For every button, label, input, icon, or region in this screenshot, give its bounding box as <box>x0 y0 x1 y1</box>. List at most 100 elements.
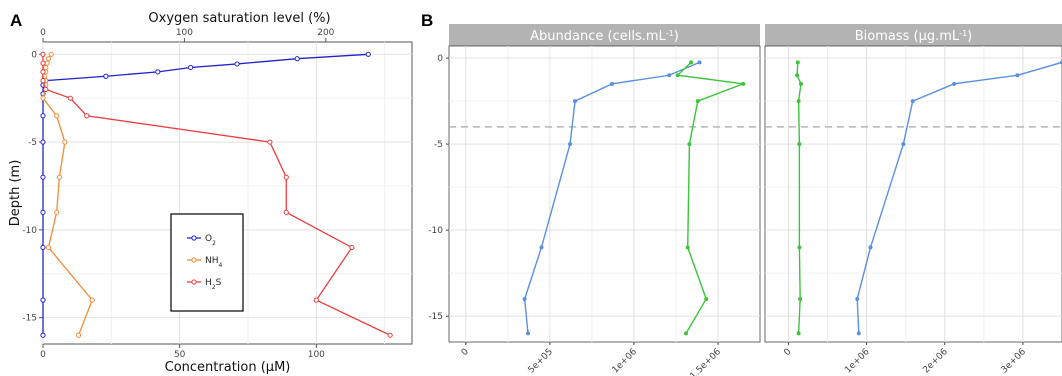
data-point-1 <box>704 296 709 301</box>
top-x-axis-label: Oxygen saturation level (%) <box>148 11 330 26</box>
x-tick-label: 0 <box>460 347 471 358</box>
data-point-H2S <box>43 86 49 93</box>
data-point-NH4 <box>54 209 60 215</box>
data-point-NH4 <box>40 95 46 101</box>
data-point-H2S <box>283 174 289 180</box>
data-point-NH4 <box>62 139 68 145</box>
data-point-0 <box>539 245 544 250</box>
data-point-O2 <box>234 61 240 67</box>
x-axis-label: Concentration (µM) <box>165 360 291 375</box>
data-point-1 <box>797 142 802 147</box>
data-point-NH4 <box>44 60 50 66</box>
data-point-NH4 <box>54 113 60 119</box>
panel-b-abundance-chart: Abundance (cells.mL-1) 0 5e+05 1e+06 1.5e+06… <box>428 24 761 376</box>
data-point-1 <box>685 245 690 250</box>
data-point-H2S <box>387 332 393 338</box>
data-point-H2S <box>40 78 46 84</box>
data-point-NH4 <box>43 64 49 71</box>
x-tick-label: 0 <box>782 347 793 358</box>
x-tick-label: 50 <box>174 350 186 360</box>
y-tick-label: -15 <box>22 314 37 324</box>
data-point-0 <box>573 99 578 104</box>
data-point-1 <box>695 99 700 104</box>
data-point-0 <box>910 99 915 104</box>
data-point-NH4 <box>45 56 52 62</box>
legend-marker-NH4 <box>191 257 197 263</box>
legend-marker-O2 <box>191 235 197 241</box>
data-point-0 <box>610 81 615 86</box>
data-point-1 <box>795 73 800 78</box>
data-point-O2 <box>155 69 161 75</box>
data-point-H2S <box>267 139 273 145</box>
data-point-1 <box>798 81 803 86</box>
data-point-0 <box>526 331 531 336</box>
data-point-O2 <box>40 174 46 180</box>
x-tick-label: 0 <box>40 350 46 360</box>
data-point-H2S <box>283 209 289 215</box>
legend-box <box>170 213 244 312</box>
panel-a-label: A <box>10 11 22 30</box>
data-point-0 <box>697 60 702 65</box>
data-point-H2S <box>67 95 73 101</box>
data-point-1 <box>797 245 802 250</box>
data-point-H2S <box>40 69 46 75</box>
facet-panel <box>448 45 761 343</box>
y-tick-label: -5 <box>434 140 443 150</box>
x-tick-label: 100 <box>308 350 325 360</box>
data-point-1 <box>684 331 689 336</box>
data-point-1 <box>675 73 680 78</box>
data-point-NH4 <box>45 244 52 251</box>
series-line-O2 <box>42 53 369 336</box>
panel-b-label: B <box>421 11 433 30</box>
top-x-tick-label: 0 <box>40 28 46 38</box>
data-point-H2S <box>313 297 319 303</box>
data-point-0 <box>667 73 672 78</box>
data-point-H2S <box>40 60 46 66</box>
y-tick-label: -10 <box>428 226 443 236</box>
data-point-1 <box>689 60 694 65</box>
data-point-NH4 <box>75 332 82 338</box>
data-point-H2S <box>40 51 46 57</box>
x-tick-label: 3e+06 <box>1000 347 1029 376</box>
data-point-0 <box>856 331 861 336</box>
data-point-0 <box>952 81 957 86</box>
series-line-0 <box>856 61 1062 334</box>
x-tick-label: 5e+05 <box>527 347 555 375</box>
facet-strip <box>765 24 1062 46</box>
data-point-0 <box>855 296 860 301</box>
data-point-O2 <box>365 51 371 57</box>
data-point-0 <box>1015 73 1020 78</box>
data-point-O2 <box>40 113 46 119</box>
data-point-1 <box>796 99 801 104</box>
legend-entry-NH4: NH4 <box>205 256 223 269</box>
legend-marker-H2S <box>191 279 197 285</box>
legend-entry-O2: O2 <box>205 234 216 247</box>
x-tick-label: 1e+06 <box>611 347 640 376</box>
data-point-0 <box>522 296 527 301</box>
series-line-1 <box>676 61 744 334</box>
facet-panel <box>764 45 1062 343</box>
facet-strip-title: Abundance (cells.mL-1) <box>530 29 679 45</box>
panel-b-biomass-chart: Biomass (µg.mL-1) 0 1e+06 2e+06 3e+06 <box>764 24 1062 376</box>
top-x-tick-label: 200 <box>317 28 334 38</box>
x-tick-label: 1e+06 <box>843 347 872 376</box>
series-line-0 <box>523 61 700 334</box>
data-point-O2 <box>40 297 46 303</box>
data-point-H2S <box>349 244 355 251</box>
facet-strip-title: Biomass (µg.mL-1) <box>855 29 973 45</box>
facet-strip <box>449 24 760 46</box>
data-point-NH4 <box>89 297 95 303</box>
data-point-0 <box>901 142 906 147</box>
data-point-0 <box>868 245 873 250</box>
y-axis-label: Depth (m) <box>8 160 23 227</box>
data-point-O2 <box>40 332 46 338</box>
x-tick-label: 1.5e+06 <box>689 347 724 376</box>
y-tick-label: 0 <box>31 50 37 60</box>
data-point-1 <box>798 296 803 301</box>
data-point-1 <box>687 142 692 147</box>
data-point-1 <box>741 81 746 86</box>
data-point-H2S <box>84 113 90 119</box>
data-point-O2 <box>40 244 46 251</box>
y-tick-label: -10 <box>22 226 37 236</box>
